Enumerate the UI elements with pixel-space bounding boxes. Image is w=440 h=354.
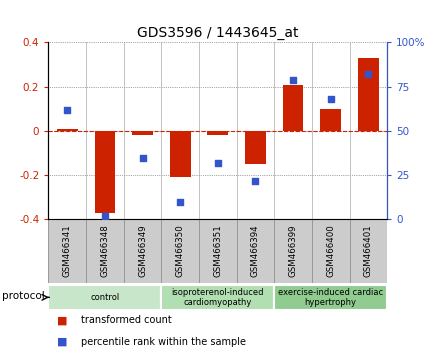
Text: GSM466400: GSM466400 <box>326 224 335 277</box>
Text: exercise-induced cardiac
hypertrophy: exercise-induced cardiac hypertrophy <box>278 288 383 307</box>
FancyBboxPatch shape <box>161 219 199 283</box>
FancyBboxPatch shape <box>86 219 124 283</box>
Text: GSM466399: GSM466399 <box>289 224 297 277</box>
Title: GDS3596 / 1443645_at: GDS3596 / 1443645_at <box>137 26 299 40</box>
Point <box>327 96 334 102</box>
Text: protocol: protocol <box>2 291 45 301</box>
Text: GSM466401: GSM466401 <box>364 224 373 277</box>
Text: GSM466341: GSM466341 <box>63 224 72 277</box>
Bar <box>320 109 341 131</box>
Bar <box>170 131 191 177</box>
Bar <box>132 131 153 136</box>
Bar <box>207 131 228 136</box>
Bar <box>358 58 379 131</box>
FancyBboxPatch shape <box>124 219 161 283</box>
FancyBboxPatch shape <box>237 219 274 283</box>
Bar <box>245 131 266 164</box>
Point <box>252 178 259 183</box>
FancyBboxPatch shape <box>161 285 274 310</box>
Point <box>214 160 221 166</box>
FancyBboxPatch shape <box>274 219 312 283</box>
Bar <box>95 131 115 213</box>
Point <box>101 213 108 219</box>
Text: percentile rank within the sample: percentile rank within the sample <box>81 337 246 347</box>
Text: GSM466348: GSM466348 <box>100 224 110 277</box>
Point <box>139 155 146 160</box>
Text: isoproterenol-induced
cardiomyopathy: isoproterenol-induced cardiomyopathy <box>172 288 264 307</box>
Text: GSM466351: GSM466351 <box>213 224 222 277</box>
FancyBboxPatch shape <box>199 219 237 283</box>
FancyBboxPatch shape <box>312 219 349 283</box>
Point <box>365 72 372 77</box>
FancyBboxPatch shape <box>48 219 86 283</box>
Text: transformed count: transformed count <box>81 315 172 325</box>
Point <box>64 107 71 113</box>
Text: control: control <box>90 293 120 302</box>
FancyBboxPatch shape <box>48 285 161 310</box>
Text: GSM466350: GSM466350 <box>176 224 185 277</box>
Text: ■: ■ <box>57 315 68 325</box>
Bar <box>57 129 77 131</box>
Text: GSM466394: GSM466394 <box>251 224 260 277</box>
Text: GSM466349: GSM466349 <box>138 224 147 277</box>
Point <box>290 77 297 82</box>
FancyBboxPatch shape <box>274 285 387 310</box>
Text: ■: ■ <box>57 337 68 347</box>
Point <box>176 199 183 205</box>
Bar <box>283 85 304 131</box>
FancyBboxPatch shape <box>349 219 387 283</box>
